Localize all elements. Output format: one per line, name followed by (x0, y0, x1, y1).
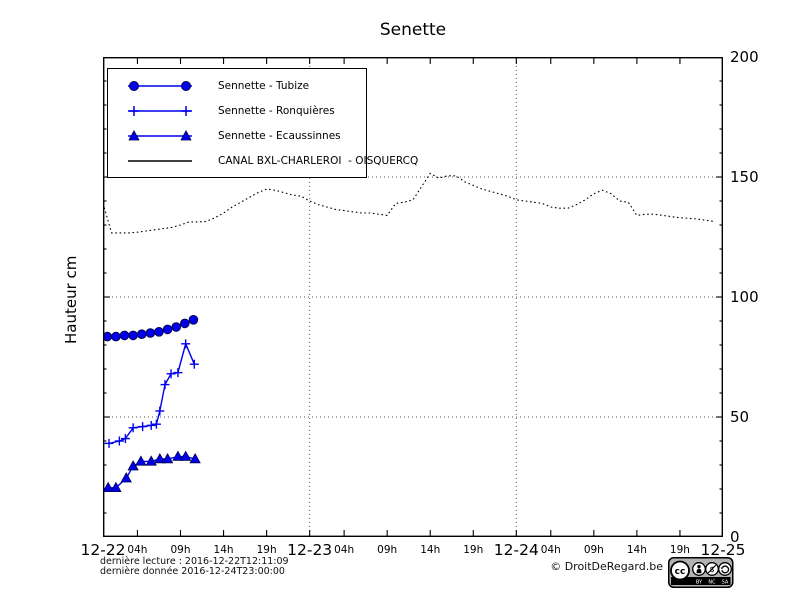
legend-label-tubize: Sennette - Tubize (218, 79, 310, 92)
circle-marker (136, 329, 147, 340)
legend-item-canal: CANAL BXL-CHARLEROI - OISQUERCQ (108, 153, 418, 169)
plot-area (103, 57, 723, 537)
x-day-label: 12-23 (287, 541, 333, 559)
circle-marker (111, 331, 121, 342)
cc-by-person-body (696, 568, 702, 574)
circle-marker (171, 322, 181, 332)
legend-item-ronquieres: Sennette - Ronquières (108, 103, 366, 119)
y-tick-label: 100 (730, 288, 759, 306)
x-hour-label: 09h (170, 544, 191, 556)
legend-item-tubize: Sennette - Tubize (108, 78, 366, 94)
triangle-marker (189, 452, 201, 464)
cc-by-label: BY (696, 580, 703, 586)
x-hour-label: 04h (334, 544, 355, 556)
triangle-marker (179, 450, 192, 461)
triangle-marker (161, 452, 174, 464)
chart-title: Senette (379, 20, 447, 40)
cc-by-person-head (697, 564, 701, 569)
legend-marker-triangle-icon (128, 129, 192, 140)
last-data-text: dernière donnée 2016-12-24T23:00:00 (100, 566, 285, 577)
cc-license-badge: cc $ BY NC SA (668, 557, 734, 588)
circle-marker (180, 318, 190, 329)
y-tick-label: 50 (730, 408, 750, 426)
series-line-3 (103, 172, 715, 234)
y-axis-label: Hauteur cm (62, 255, 80, 345)
x-hour-label: 19h (463, 544, 484, 556)
cc-badge-strip (671, 577, 731, 585)
y-tick-label: 150 (730, 168, 759, 186)
circle-marker (128, 330, 138, 341)
cc-sa-arrow (721, 565, 730, 574)
cc-sa-label: SA (722, 580, 729, 586)
cc-nc-label: NC (708, 580, 716, 586)
x-hour-label: 04h (540, 544, 561, 556)
x-hour-label: 14h (626, 544, 647, 556)
triangle-marker (120, 472, 132, 483)
plot-border (103, 57, 723, 537)
x-hour-label: 09h (377, 544, 398, 556)
triangle-marker (154, 452, 166, 464)
cc-nc-slash (707, 564, 717, 574)
legend-marker-line-icon (128, 159, 192, 162)
y-tick-label: 200 (730, 48, 759, 66)
circle-marker (145, 328, 156, 338)
x-day-label: 12-25 (700, 541, 746, 559)
y-tick-label: 0 (730, 528, 740, 546)
circle-marker (188, 315, 199, 325)
x-hour-label: 09h (583, 544, 604, 556)
copyright-text: © DroitDeRegard.be (550, 560, 663, 573)
x-day-label: 12-22 (80, 541, 126, 559)
last-reading-text: dernière lecture : 2016-12-22T12:11:09 (100, 556, 289, 567)
legend-label-ronquieres: Sennette - Ronquières (218, 104, 335, 117)
triangle-marker (145, 455, 157, 466)
legend-label-canal: CANAL BXL-CHARLEROI - OISQUERCQ (218, 154, 419, 167)
legend-label-canal-oisquercq: Sennette - Ecaussinnes (218, 129, 341, 142)
triangle-marker (103, 481, 114, 492)
cc-logo-icon (670, 560, 690, 581)
x-hour-label: 04h (127, 544, 148, 556)
cc-logo-text: cc (675, 567, 686, 577)
legend-marker-circle-icon (128, 80, 192, 91)
triangle-marker (172, 450, 184, 461)
triangle-marker (110, 481, 122, 492)
legend: Sennette - Tubize Sennette - Ronquières … (107, 68, 418, 178)
x-hour-label: 19h (256, 544, 277, 556)
circle-marker (154, 327, 164, 337)
x-hour-label: 14h (213, 544, 234, 556)
x-day-label: 12-24 (493, 541, 539, 559)
x-hour-label: 19h (669, 544, 690, 556)
circle-marker (162, 324, 173, 335)
circle-marker (119, 330, 130, 341)
legend-item-ecaussinnes: Sennette - Ecaussinnes (108, 128, 366, 144)
x-hour-label: 14h (420, 544, 441, 556)
triangle-marker (135, 455, 147, 466)
legend-marker-plus-icon (128, 105, 192, 116)
cc-sa-arrowhead (720, 566, 724, 570)
